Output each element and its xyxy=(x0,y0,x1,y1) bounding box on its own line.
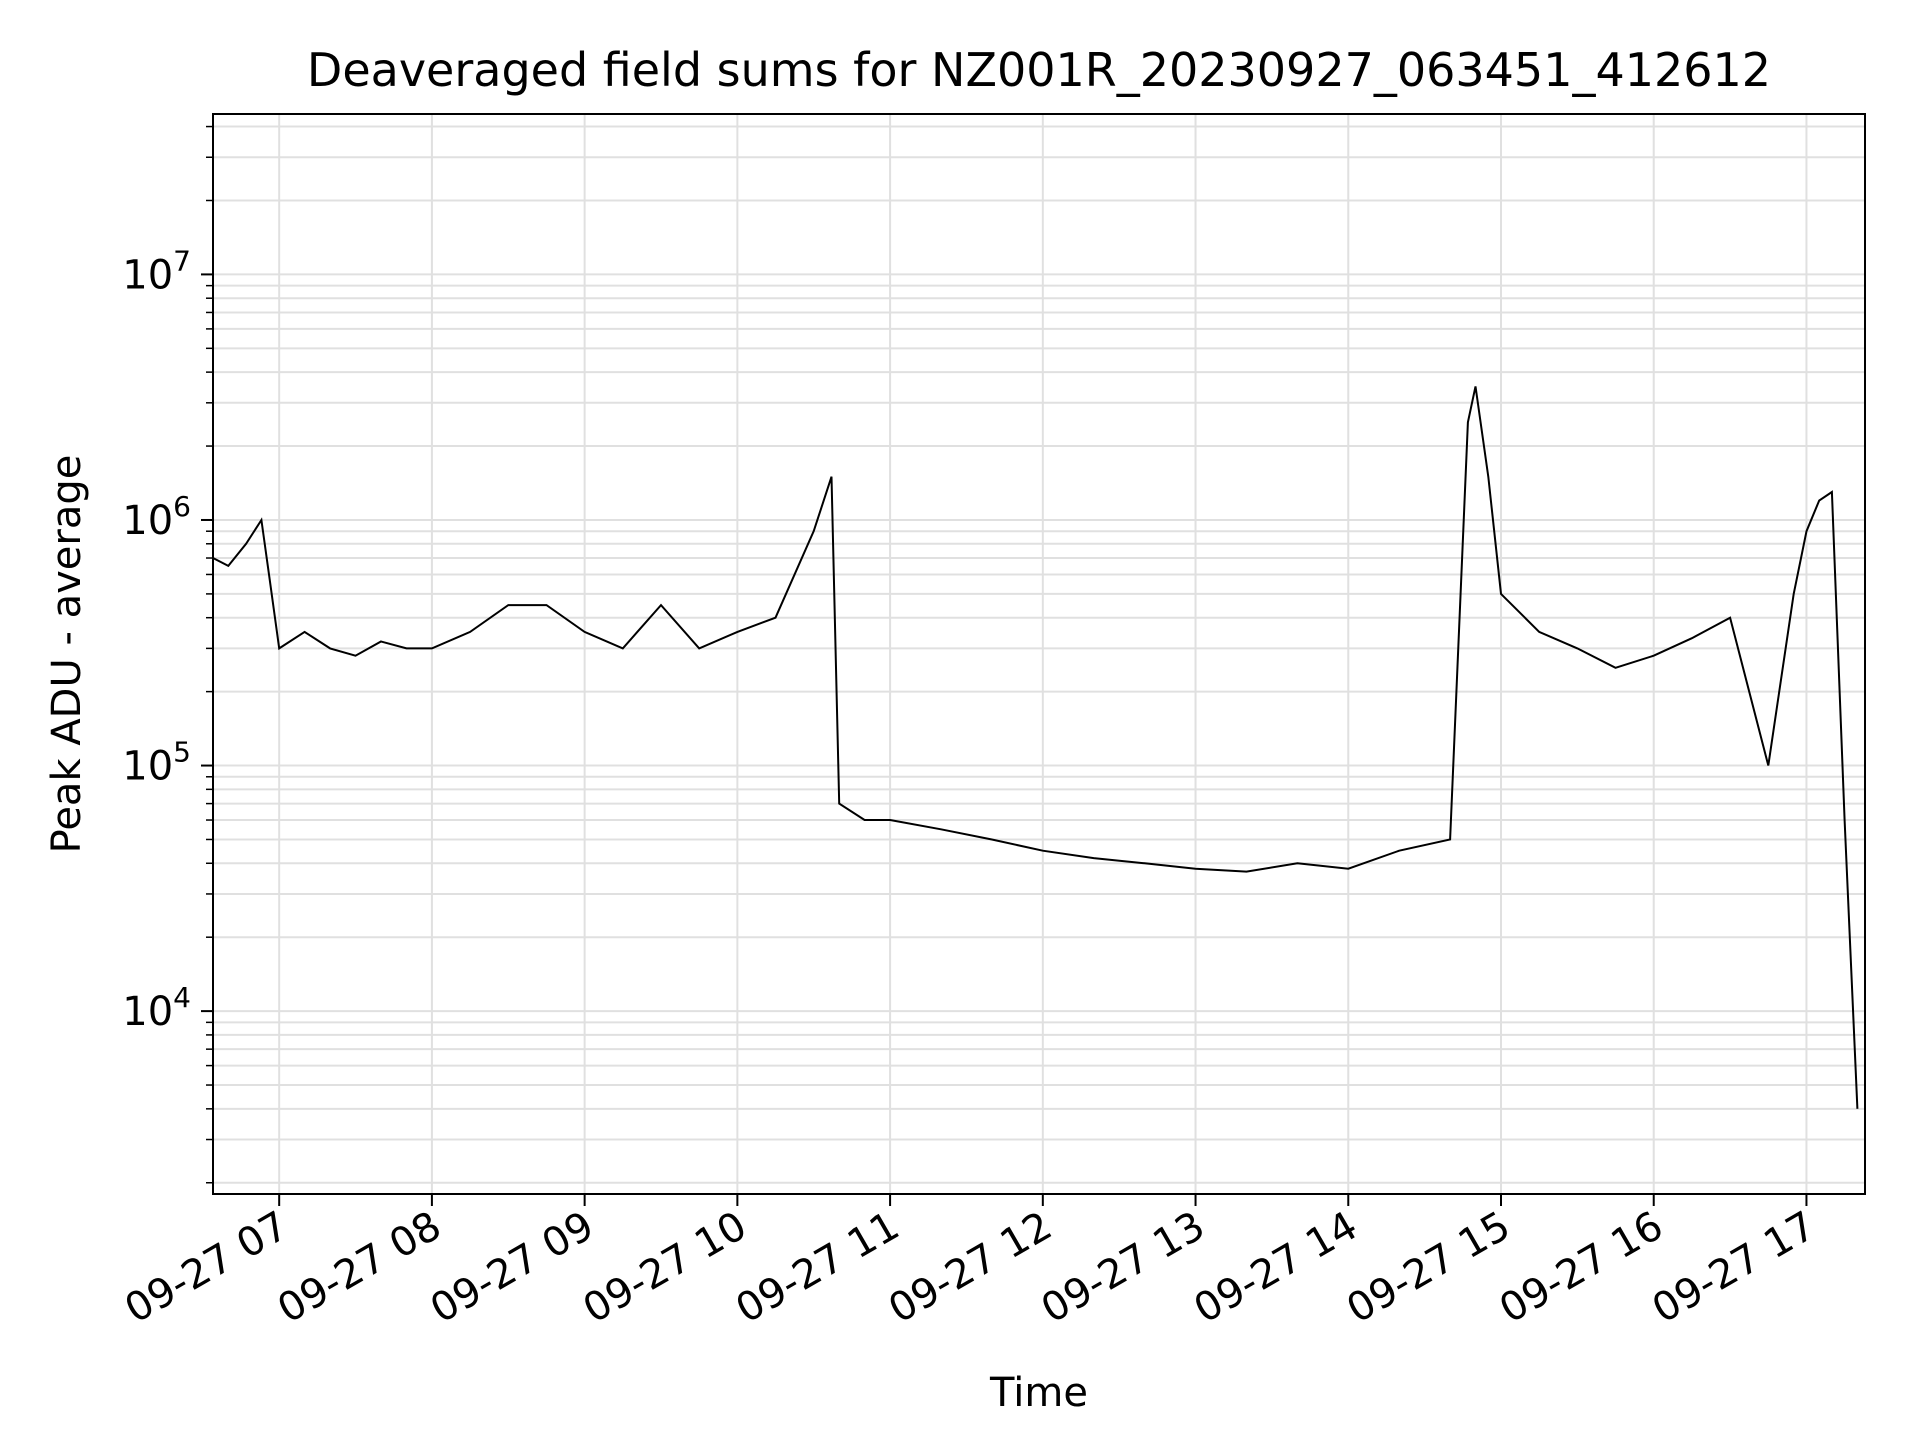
x-tick-label: 09-27 12 xyxy=(881,1203,1060,1333)
y-tick-exponent: 4 xyxy=(173,981,191,1014)
y-tick-exponent: 7 xyxy=(173,244,191,277)
x-tick-label: 09-27 17 xyxy=(1645,1203,1824,1333)
x-tick-label: 09-27 16 xyxy=(1492,1203,1671,1333)
x-tick-label: 09-27 15 xyxy=(1339,1203,1518,1333)
y-tick-base: 10 xyxy=(122,744,173,790)
y-axis-label: Peak ADU - average xyxy=(44,455,90,854)
x-tick-label: 09-27 08 xyxy=(270,1203,449,1333)
y-tick-label: 107 xyxy=(122,244,191,298)
y-tick-exponent: 5 xyxy=(173,736,191,769)
grid-lines xyxy=(213,114,1865,1194)
y-tick-label: 104 xyxy=(122,981,191,1035)
x-tick-label: 09-27 07 xyxy=(117,1203,296,1333)
x-tick-label: 09-27 13 xyxy=(1034,1203,1213,1333)
series-line xyxy=(212,386,1859,1109)
x-tick-label: 09-27 11 xyxy=(728,1203,907,1333)
chart-title: Deaveraged field sums for NZ001R_2023092… xyxy=(307,43,1771,97)
x-tick-label: 09-27 10 xyxy=(576,1203,755,1333)
x-tick-label: 09-27 14 xyxy=(1187,1203,1366,1333)
data-series xyxy=(212,386,1859,1109)
plot-frame xyxy=(212,113,1866,1195)
y-tick-base: 10 xyxy=(122,252,173,298)
x-axis-label: Time xyxy=(989,1370,1088,1416)
x-tick-label: 09-27 09 xyxy=(423,1203,602,1333)
y-tick-label: 106 xyxy=(122,490,191,544)
y-tick-base: 10 xyxy=(122,498,173,544)
y-tick-base: 10 xyxy=(122,989,173,1035)
y-tick-label: 105 xyxy=(122,736,191,790)
y-tick-exponent: 6 xyxy=(173,490,191,523)
